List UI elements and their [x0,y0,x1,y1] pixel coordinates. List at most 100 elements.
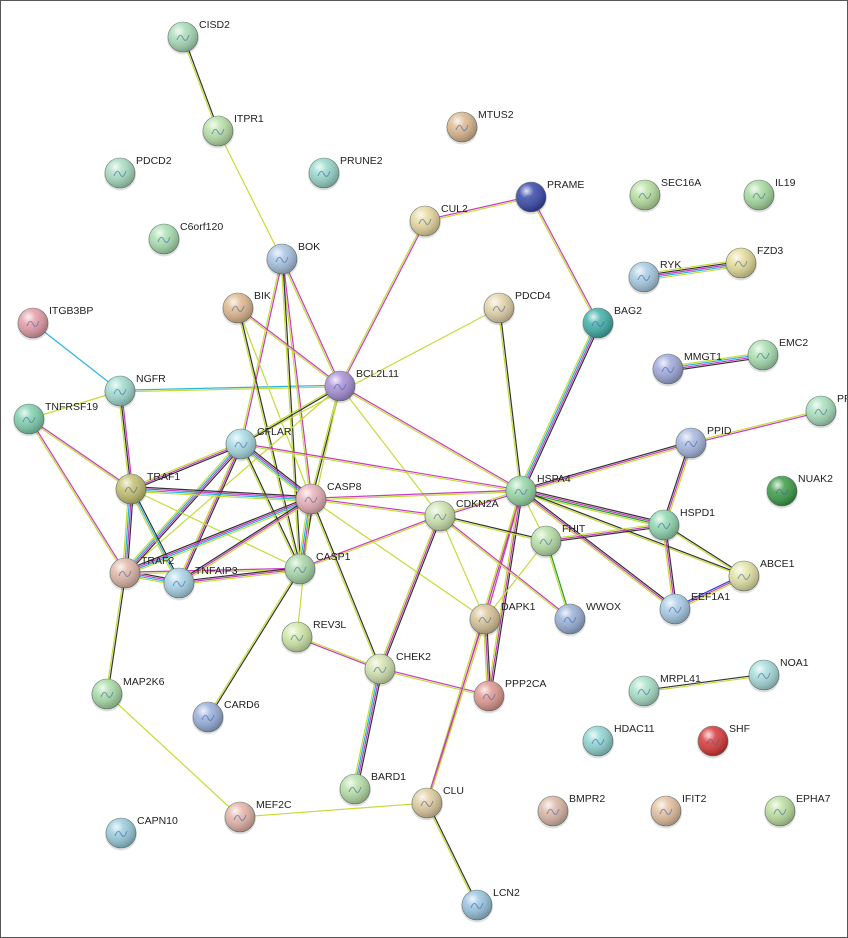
edge-CFLAR-TNFAIP3[interactable] [176,443,244,584]
edge-CFLAR-HSPA4[interactable] [240,442,522,493]
edge-CDKN2A-CHEK2[interactable] [377,515,443,670]
node-sec16a[interactable]: SEC16A [629,177,701,213]
edge-HSPD1-FHIT[interactable] [545,522,665,544]
edge-TNFAIP3-CASP1[interactable] [178,566,301,586]
edge-NGFR-TNFRSF19[interactable] [28,390,121,420]
edge-CASP1-CDKN2A[interactable] [299,514,441,571]
node-traf2[interactable]: TRAF2 [109,555,174,591]
edge-HSPA4-PPID[interactable] [520,440,692,494]
edge-CLU-LCN2[interactable] [425,802,479,906]
edge-HSPA4-HSPD1[interactable] [520,488,665,528]
edge-MMGT1-EMC2[interactable] [667,352,764,372]
node-itgb3bp[interactable]: ITGB3BP [17,305,93,341]
node-rev3l[interactable]: REV3L [281,619,346,655]
node-map2k6[interactable]: MAP2K6 [91,676,165,712]
edge-MEF2C-CLU[interactable] [239,802,428,818]
edge-CHEK2-PPP2CA[interactable] [379,667,490,698]
edge-CISD2-ITPR1[interactable] [181,36,220,132]
edge-TRAF1-CASP1[interactable] [130,488,301,570]
edge-BOK-BCL2L11[interactable] [280,258,342,387]
edge-RYK-FZD3[interactable] [643,259,742,281]
edge-BIK-BCL2L11[interactable] [237,306,341,388]
edge-CFLAR-TRAF1[interactable] [130,441,242,492]
edge-CUL2-PRAME[interactable] [424,195,532,223]
edge-TNFRSF19-TRAF1[interactable] [28,417,132,491]
node-mef2c[interactable]: MEF2C [224,799,292,835]
node-hspd1[interactable]: HSPD1 [648,507,715,543]
node-nuak2[interactable]: NUAK2 [766,473,833,509]
edge-NGFR-BCL2L11[interactable] [119,384,341,393]
node-mmgt1[interactable]: MMGT1 [652,351,722,387]
node-cdkn2a[interactable]: CDKN2A [424,498,499,534]
node-c6orf120[interactable]: C6orf120 [148,221,223,257]
edge-CASP8-DAPK1[interactable] [310,498,486,620]
node-dapk1[interactable]: DAPK1 [469,601,536,637]
edge-TRAF2-CASP8[interactable] [123,496,313,576]
node-cul2[interactable]: CUL2 [409,203,468,239]
node-ryk[interactable]: RYK [628,259,681,295]
node-ngfr[interactable]: NGFR [104,373,166,409]
edge-HSPD1-ABCE1[interactable] [663,523,745,578]
node-hdac11[interactable]: HDAC11 [582,723,655,759]
edge-HSPA4-EEF1A1[interactable] [519,489,677,611]
node-bok[interactable]: BOK [266,241,320,277]
edge-MRPL41-NOA1[interactable] [643,673,765,693]
node-pdcd4[interactable]: PDCD4 [483,290,551,326]
edge-FHIT-DAPK1[interactable] [484,540,547,620]
node-il19[interactable]: IL19 [743,177,796,213]
node-card6[interactable]: CARD6 [192,699,260,735]
node-cflar[interactable]: CFLAR [225,426,292,462]
node-ppid[interactable]: PPID [675,425,732,461]
edge-CDKN2A-WWOX[interactable] [439,514,571,621]
edge-TRAF1-CASP8[interactable] [130,486,312,502]
edge-BAG2-HSPA4[interactable] [518,321,601,493]
node-hspa4[interactable]: HSPA4 [505,473,571,509]
node-mrpl41[interactable]: MRPL41 [628,673,701,709]
edge-CDKN2A-DAPK1[interactable] [439,515,486,620]
edge-BCL2L11-TRAF2[interactable] [124,385,341,574]
edge-BIK-CASP8[interactable] [237,307,312,500]
node-ppar[interactable]: PPAR [805,393,847,429]
edge-PRAME-BAG2[interactable] [529,196,600,324]
edge-ITPR1-BOK[interactable] [217,130,283,260]
edge-MAP2K6-MEF2C[interactable] [106,693,241,818]
node-clu[interactable]: CLU [411,785,464,821]
edge-CASP8-CHEK2[interactable] [309,498,382,670]
node-bag2[interactable]: BAG2 [582,305,642,341]
edge-CHEK2-BARD1[interactable] [352,668,383,790]
edge-CASP1-CARD6[interactable] [206,568,302,718]
node-eef1a1[interactable]: EEF1A1 [659,591,730,627]
edge-BOK-CASP8[interactable] [280,258,313,500]
node-ifit2[interactable]: IFIT2 [650,793,707,829]
edge-ITGB3BP-NGFR[interactable] [32,322,121,392]
edge-HSPA4-ABCE1[interactable] [520,489,745,578]
node-noa1[interactable]: NOA1 [748,657,809,693]
edge-PPAR-PPID[interactable] [690,409,822,445]
node-bmpr2[interactable]: BMPR2 [537,793,605,829]
node-pdcd2[interactable]: PDCD2 [104,155,172,191]
edge-CFLAR-CASP1[interactable] [239,443,302,570]
edge-BCL2L11-HSPA4[interactable] [339,384,522,493]
edge-PDCD4-HSPA4[interactable] [497,307,523,492]
node-fzd3[interactable]: FZD3 [725,245,783,281]
edge-CFLAR-TRAF2[interactable] [122,441,244,576]
node-tnfaip3[interactable]: TNFAIP3 [163,565,238,601]
node-chek2[interactable]: CHEK2 [364,651,431,687]
node-bard1[interactable]: BARD1 [339,771,406,807]
node-lcn2[interactable]: LCN2 [461,887,520,923]
node-itpr1[interactable]: ITPR1 [202,113,264,149]
node-bik[interactable]: BIK [222,290,271,326]
node-mtus2[interactable]: MTUS2 [446,109,514,145]
edge-TNFRSF19-TRAF2[interactable] [27,418,127,574]
node-casp1[interactable]: CASP1 [284,551,351,587]
node-prune2[interactable]: PRUNE2 [308,155,383,191]
node-traf1[interactable]: TRAF1 [115,471,180,507]
node-epha7[interactable]: EPHA7 [764,793,831,829]
edge-BCL2L11-CFLAR[interactable] [240,384,341,446]
edge-PDCD4-CFLAR[interactable] [240,307,500,445]
node-prame[interactable]: PRAME [515,179,584,215]
edge-TRAF2-MAP2K6[interactable] [105,572,127,695]
edge-CASP8-CDKN2A[interactable] [310,497,441,518]
node-abce1[interactable]: ABCE1 [728,558,795,594]
node-fhit[interactable]: FHIT [530,523,586,559]
